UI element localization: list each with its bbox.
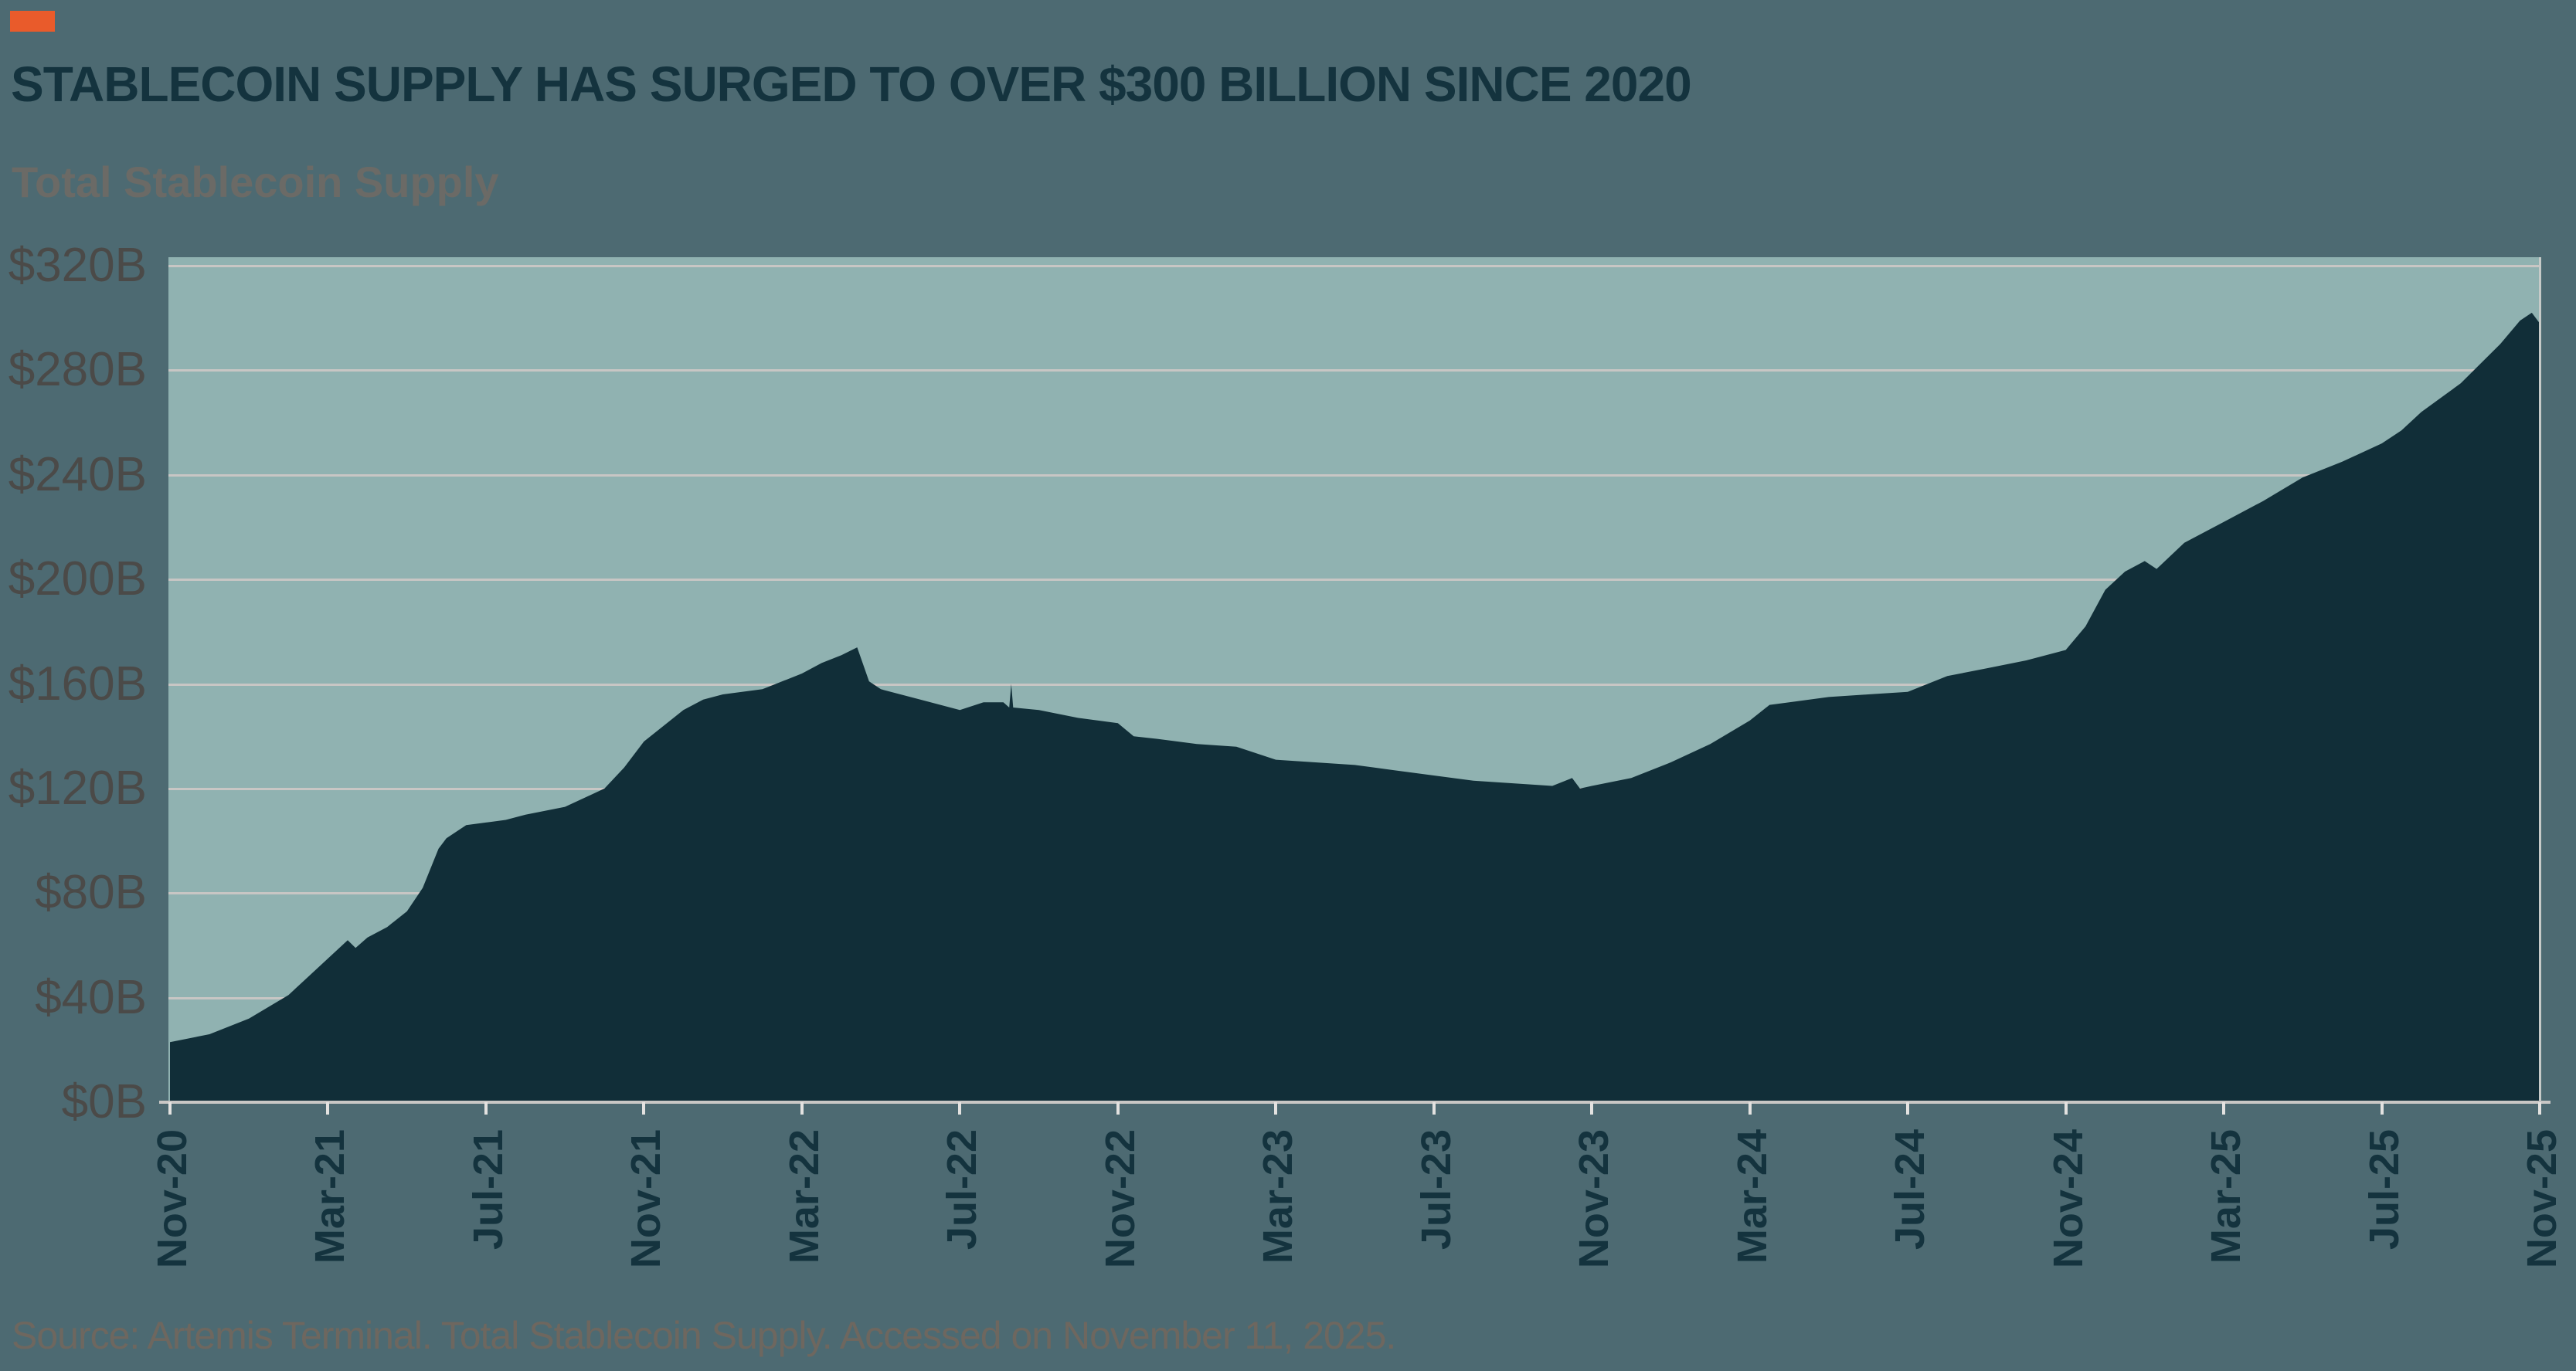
x-axis-tick-Jul-25 [2380, 1102, 2384, 1115]
x-axis-label-Mar-21: Mar-21 [307, 1129, 354, 1264]
gridline-200 [168, 579, 2541, 582]
x-axis-tick-Jul-23 [1432, 1102, 1436, 1115]
x-axis-tick-Mar-25 [2222, 1102, 2226, 1115]
area-fill-shape [170, 312, 2540, 1102]
x-axis-label-Jul-22: Jul-22 [939, 1129, 986, 1251]
gridline-320 [168, 265, 2541, 267]
y-axis-label-80: $80B [35, 866, 147, 920]
y-axis-label-280: $280B [8, 343, 147, 397]
supply-area-series [170, 312, 2540, 1102]
x-axis-label-Jul-25: Jul-25 [2360, 1129, 2408, 1251]
x-axis-label-Mar-25: Mar-25 [2203, 1129, 2250, 1264]
y-axis-label-240: $240B [8, 447, 147, 501]
plot-right-border [2539, 257, 2541, 1102]
y-axis-label-120: $120B [8, 761, 147, 815]
x-axis-tick-Nov-25 [2538, 1102, 2542, 1115]
x-axis-tick-Nov-21 [642, 1102, 646, 1115]
chart-subtitle: Total Stablecoin Supply [12, 158, 499, 206]
x-axis-label-Mar-24: Mar-24 [1728, 1129, 1776, 1264]
x-axis-line [159, 1101, 2551, 1104]
x-axis-label-Jul-23: Jul-23 [1412, 1129, 1460, 1251]
page-title: STABLECOIN SUPPLY HAS SURGED TO OVER $30… [11, 56, 1692, 112]
x-axis-tick-Mar-21 [326, 1102, 330, 1115]
x-axis-tick-Jul-22 [958, 1102, 962, 1115]
y-axis-label-40: $40B [35, 970, 147, 1024]
accent-block [10, 11, 55, 32]
x-axis-label-Nov-21: Nov-21 [623, 1129, 670, 1269]
x-axis-label-Jul-24: Jul-24 [1887, 1129, 1934, 1251]
x-axis-label-Mar-23: Mar-23 [1255, 1129, 1302, 1264]
gridline-280 [168, 369, 2541, 372]
x-axis-tick-Mar-24 [1748, 1102, 1752, 1115]
y-axis-label-160: $160B [8, 657, 147, 711]
x-axis-label-Jul-21: Jul-21 [464, 1129, 511, 1251]
x-axis-label-Nov-22: Nov-22 [1096, 1129, 1144, 1269]
y-axis-label-200: $200B [8, 552, 147, 606]
x-axis-tick-Mar-22 [800, 1102, 804, 1115]
gridline-160 [168, 683, 2541, 686]
x-axis-label-Nov-23: Nov-23 [1571, 1129, 1618, 1269]
x-axis-tick-Nov-22 [1116, 1102, 1120, 1115]
x-axis-label-Nov-24: Nov-24 [2044, 1129, 2092, 1269]
x-axis-tick-Nov-20 [168, 1102, 172, 1115]
x-axis-tick-Mar-23 [1274, 1102, 1278, 1115]
x-axis-tick-Nov-23 [1590, 1102, 1594, 1115]
x-axis-tick-Nov-24 [2064, 1102, 2068, 1115]
source-attribution: Source: Artemis Terminal. Total Stableco… [12, 1314, 1396, 1357]
x-axis-label-Nov-25: Nov-25 [2519, 1129, 2566, 1269]
x-axis-tick-Jul-21 [484, 1102, 488, 1115]
x-axis-tick-Jul-24 [1906, 1102, 1910, 1115]
y-axis-label-0: $0B [61, 1075, 147, 1128]
x-axis-label-Nov-20: Nov-20 [149, 1129, 195, 1269]
gridline-240 [168, 473, 2541, 477]
y-axis-label-320: $320B [8, 239, 147, 292]
x-axis-label-Mar-22: Mar-22 [780, 1129, 828, 1264]
